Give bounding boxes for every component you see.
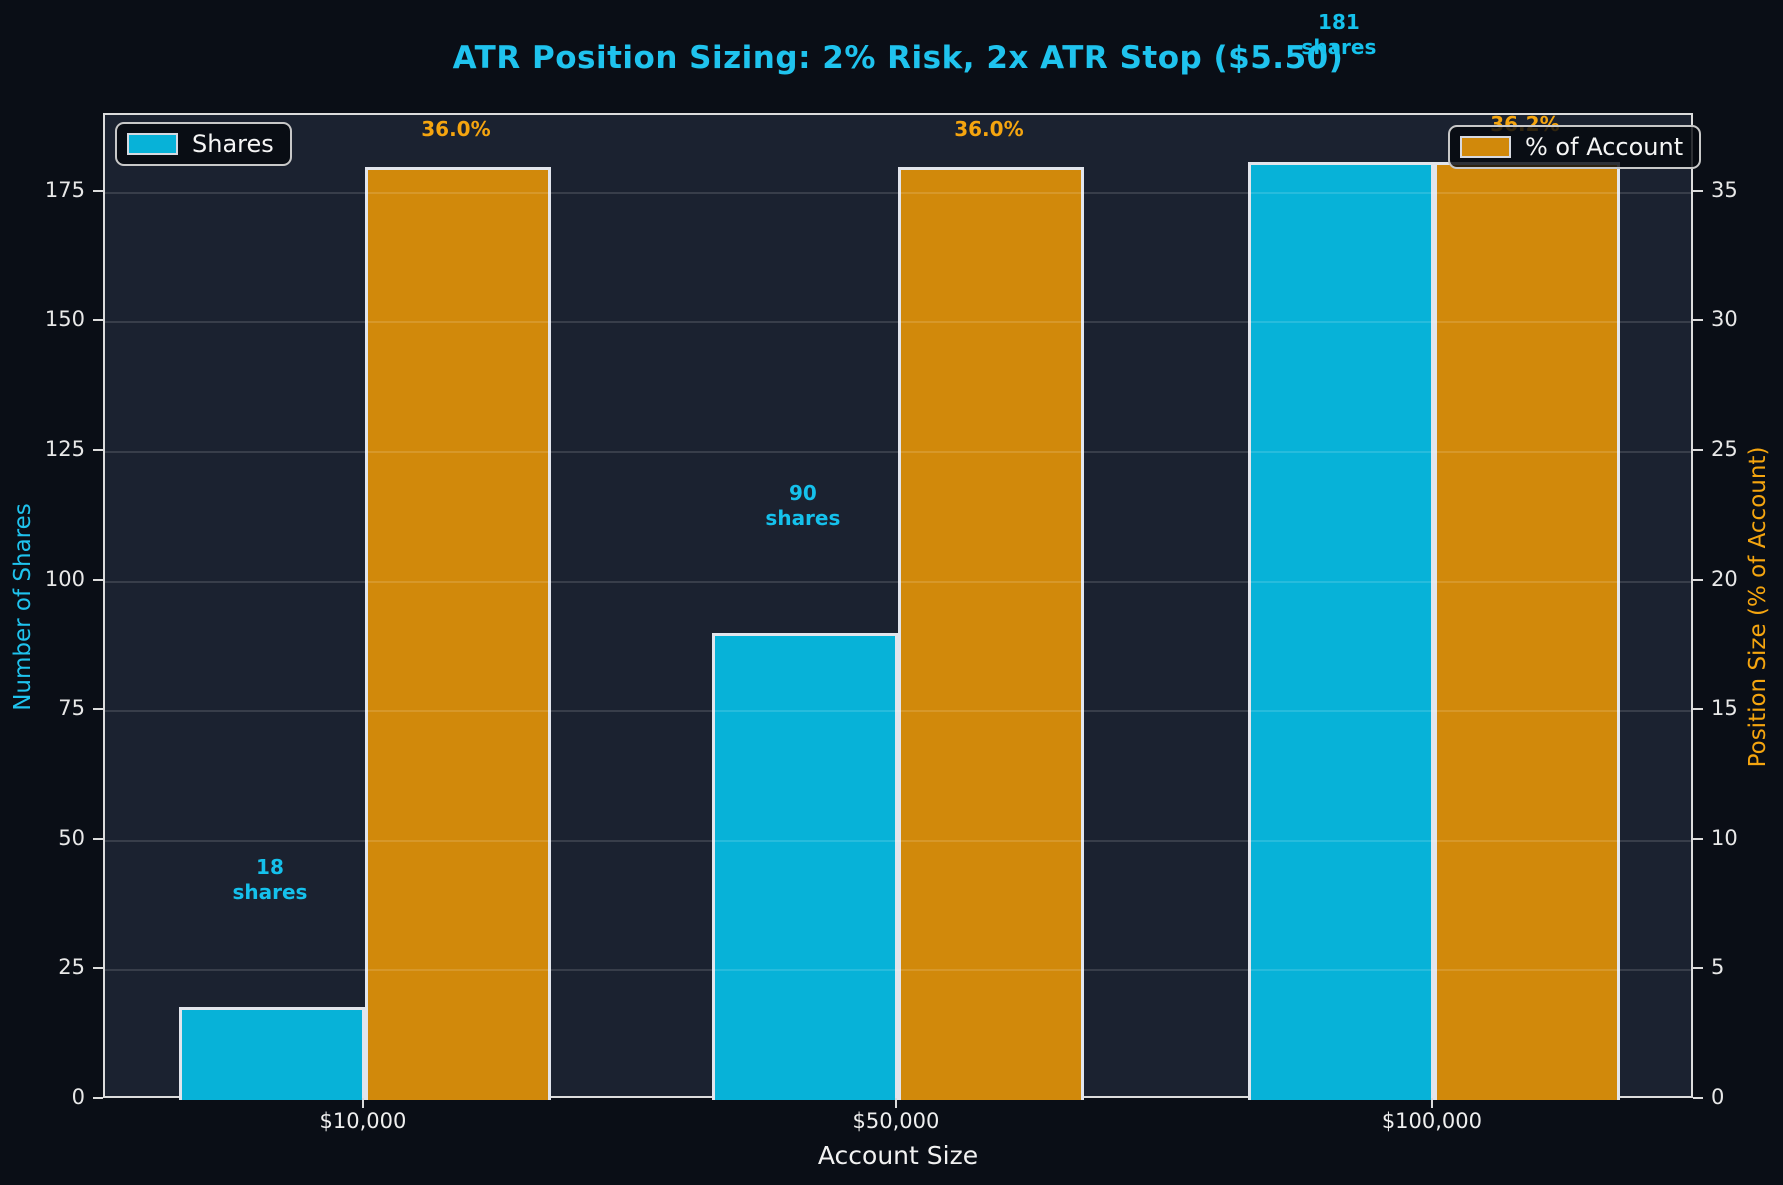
y-left-tickmark-175: [93, 189, 103, 192]
y-left-tickmark-50: [93, 837, 103, 840]
bar-shares-2: [1247, 161, 1434, 1100]
x-axis-label: Account Size: [817, 1141, 979, 1170]
y-left-tick-label-175: 175: [44, 177, 85, 202]
bar-label-shares-1: 90 shares: [765, 481, 841, 531]
y-left-tickmark-0: [93, 1097, 103, 1099]
y-left-tick-label-150: 150: [44, 307, 85, 332]
x-tickmark-1: [894, 1098, 897, 1108]
bar-shares-1: [711, 633, 898, 1100]
bar-label-pct-0: 36.0%: [421, 116, 491, 141]
y-right-tickmark-30: [1693, 319, 1703, 322]
gridline-150: [105, 321, 1691, 324]
y-right-tick-label-5: 5: [1711, 955, 1725, 980]
gridline-75: [105, 710, 1691, 713]
legend-pct-of-account: % of Account: [1448, 125, 1702, 169]
gridline-175: [105, 191, 1691, 194]
chart-title: ATR Position Sizing: 2% Risk, 2x ATR Sto…: [452, 40, 1344, 76]
y-right-tickmark-20: [1693, 578, 1703, 581]
legend-swatch-shares-icon: [127, 133, 178, 155]
x-tick-label-2: $100,000: [1381, 1109, 1483, 1133]
plot-area: [103, 113, 1693, 1100]
y-left-tick-label-25: 25: [58, 955, 85, 980]
bar-shares-0: [178, 1006, 365, 1100]
y-right-tick-label-35: 35: [1711, 177, 1738, 202]
bar-pct-1: [897, 166, 1084, 1100]
y-left-tickmark-150: [93, 319, 103, 322]
bar-pct-2: [1433, 161, 1620, 1100]
y-left-tickmark-125: [93, 448, 103, 451]
legend-shares: Shares: [115, 122, 292, 166]
legend-label-pct: % of Account: [1525, 133, 1684, 161]
y-right-tickmark-35: [1693, 189, 1703, 192]
y-right-tickmark-25: [1693, 448, 1703, 451]
y-right-tickmark-10: [1693, 837, 1703, 840]
gridline-100: [105, 580, 1691, 583]
legend-swatch-pct-icon: [1460, 136, 1511, 158]
gridline-25: [105, 969, 1691, 972]
y-left-tick-label-50: 50: [58, 825, 85, 850]
x-tickmark-2: [1430, 1098, 1433, 1108]
y-right-tick-label-25: 25: [1711, 436, 1738, 461]
y-left-tickmark-75: [93, 708, 103, 711]
y-right-tick-label-0: 0: [1711, 1085, 1725, 1109]
y-right-tick-label-10: 10: [1711, 825, 1738, 850]
bar-label-shares-0: 18 shares: [232, 854, 308, 904]
bar-label-pct-1: 36.0%: [954, 116, 1024, 141]
legend-label-shares: Shares: [192, 130, 274, 158]
x-tick-label-0: $10,000: [319, 1109, 407, 1133]
y-left-tick-label-125: 125: [44, 436, 85, 461]
x-tick-label-1: $50,000: [852, 1109, 940, 1133]
y-left-tick-label-100: 100: [44, 566, 85, 591]
gridline-125: [105, 450, 1691, 453]
y-left-tickmark-100: [93, 578, 103, 581]
y-right-tickmark-15: [1693, 708, 1703, 711]
x-tickmark-0: [361, 1098, 364, 1108]
y-left-tick-label-75: 75: [58, 696, 85, 721]
y-right-tick-label-20: 20: [1711, 566, 1738, 591]
bar-label-shares-2: 181 shares: [1301, 9, 1377, 59]
y-right-tick-label-30: 30: [1711, 307, 1738, 332]
y-left-tickmark-25: [93, 967, 103, 970]
y-right-tickmark-0: [1693, 1097, 1703, 1099]
gridline-50: [105, 839, 1691, 842]
y-right-tickmark-5: [1693, 967, 1703, 970]
y-right-tick-label-15: 15: [1711, 696, 1738, 721]
bar-pct-0: [364, 166, 551, 1100]
y-left-tick-label-0: 0: [71, 1085, 85, 1109]
